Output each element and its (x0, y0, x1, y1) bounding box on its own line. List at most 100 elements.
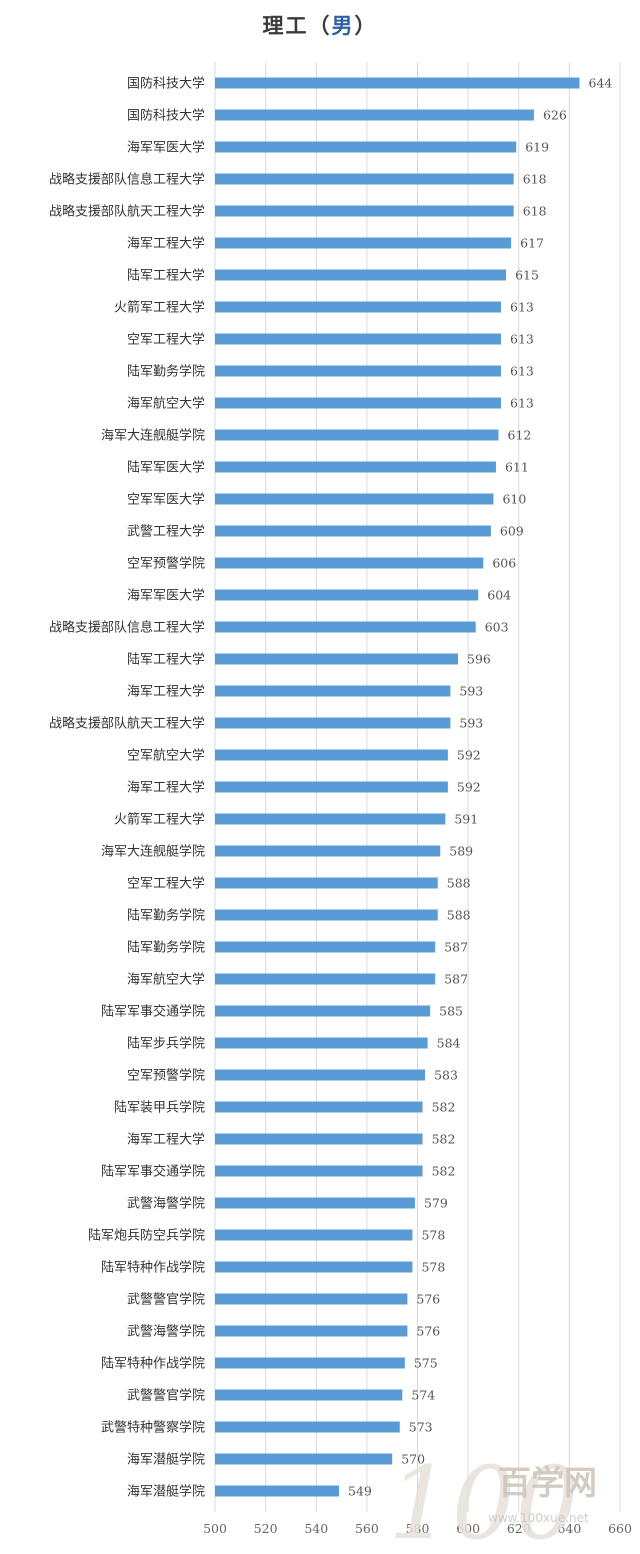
category-label: 空军工程大学 (127, 332, 205, 348)
data-label: 610 (502, 492, 526, 507)
category-label: 国防科技大学 (127, 76, 205, 92)
bar (215, 429, 499, 441)
data-label: 576 (416, 1324, 440, 1339)
data-label: 613 (510, 332, 534, 347)
data-label: 593 (459, 684, 483, 699)
data-label: 589 (449, 844, 473, 859)
category-label: 陆军军医大学 (127, 460, 205, 476)
category-label: 陆军军事交通学院 (101, 1004, 205, 1020)
data-label: 591 (454, 812, 478, 827)
bar (215, 781, 448, 793)
category-label: 武警海警学院 (127, 1196, 205, 1212)
data-label: 606 (492, 556, 516, 571)
data-label: 619 (525, 140, 549, 155)
category-label: 空军航空大学 (127, 748, 205, 764)
data-label: 618 (523, 172, 547, 187)
data-label: 576 (416, 1292, 440, 1307)
bar (215, 1453, 393, 1465)
watermark: 100 百学网 www.100xue.net (388, 1440, 640, 1554)
bar (215, 77, 580, 89)
category-label: 陆军工程大学 (127, 652, 205, 668)
category-label: 海军军医大学 (127, 140, 205, 156)
bar (215, 845, 441, 857)
bar (215, 1197, 415, 1209)
category-label: 陆军勤务学院 (127, 908, 205, 924)
watermark-number: 100 (388, 1445, 579, 1550)
x-tick-label: 520 (254, 1521, 278, 1536)
category-label: 空军预警学院 (127, 1068, 205, 1084)
bar (215, 685, 451, 697)
bar (215, 1421, 400, 1433)
data-label: 579 (424, 1196, 448, 1211)
data-label: 587 (444, 940, 468, 955)
bar (215, 909, 438, 921)
data-label: 582 (432, 1100, 456, 1115)
category-label: 武警工程大学 (127, 524, 205, 540)
category-label: 战略支援部队航天工程大学 (49, 204, 205, 220)
category-label: 陆军工程大学 (127, 268, 205, 284)
data-label: 613 (510, 364, 534, 379)
bar (215, 1357, 405, 1369)
x-tick-label: 640 (557, 1521, 581, 1536)
data-label: 612 (508, 428, 532, 443)
data-label: 575 (414, 1356, 438, 1371)
category-label: 战略支援部队航天工程大学 (49, 716, 205, 732)
category-label: 空军军医大学 (127, 492, 205, 508)
data-label: 583 (434, 1068, 458, 1083)
data-label: 584 (437, 1036, 461, 1051)
x-tick-label: 660 (608, 1521, 632, 1536)
category-label: 海军航空大学 (127, 972, 205, 988)
category-label: 陆军特种作战学院 (101, 1260, 205, 1276)
watermark-text: 百学网 (498, 1463, 597, 1502)
category-label: 武警警官学院 (127, 1388, 205, 1404)
category-label: 海军军医大学 (127, 588, 205, 604)
data-label: 587 (444, 972, 468, 987)
data-label: 615 (515, 268, 539, 283)
bar (215, 557, 484, 569)
bar (215, 1229, 413, 1241)
category-label: 陆军装甲兵学院 (114, 1100, 205, 1116)
category-label: 火箭军工程大学 (114, 300, 205, 316)
bar (215, 877, 438, 889)
category-label: 陆军炮兵防空兵学院 (88, 1228, 205, 1244)
data-label: 592 (457, 748, 481, 763)
category-label: 陆军步兵学院 (127, 1036, 205, 1052)
bar (215, 141, 517, 153)
watermark-url: www.100xue.net (488, 1511, 589, 1525)
data-label: 574 (411, 1388, 435, 1403)
bar (215, 1037, 428, 1049)
category-label: 陆军勤务学院 (127, 940, 205, 956)
category-label: 战略支援部队信息工程大学 (49, 172, 205, 188)
category-label: 武警海警学院 (127, 1324, 205, 1340)
data-label: 618 (523, 204, 547, 219)
category-label: 海军大连舰艇学院 (101, 844, 205, 860)
category-label: 海军工程大学 (127, 684, 205, 700)
category-label: 火箭军工程大学 (114, 812, 205, 828)
bar (215, 973, 436, 985)
bar (215, 717, 451, 729)
bar (215, 589, 479, 601)
value-labels: 644 626 619 618 618 617 615 613 613 613 613 612 611 6… (348, 76, 612, 1499)
x-tick-label: 500 (203, 1521, 227, 1536)
category-label: 国防科技大学 (127, 108, 205, 124)
data-label: 644 (589, 76, 613, 91)
x-tick-label: 580 (406, 1521, 430, 1536)
data-label: 593 (459, 716, 483, 731)
data-label: 588 (447, 908, 471, 923)
title-accent: 男 (331, 14, 355, 38)
bar (215, 1069, 426, 1081)
data-label: 613 (510, 300, 534, 315)
category-label: 陆军勤务学院 (127, 364, 205, 380)
category-label: 海军大连舰艇学院 (101, 428, 205, 444)
title-prefix: 理工（ (262, 14, 332, 38)
bar (215, 1293, 408, 1305)
data-label: 596 (467, 652, 491, 667)
bar (215, 493, 494, 505)
category-label: 海军航空大学 (127, 396, 205, 412)
category-label: 海军工程大学 (127, 780, 205, 796)
data-label: 611 (505, 460, 529, 475)
x-tick-label: 560 (355, 1521, 379, 1536)
bar (215, 397, 502, 409)
bar (215, 1005, 431, 1017)
